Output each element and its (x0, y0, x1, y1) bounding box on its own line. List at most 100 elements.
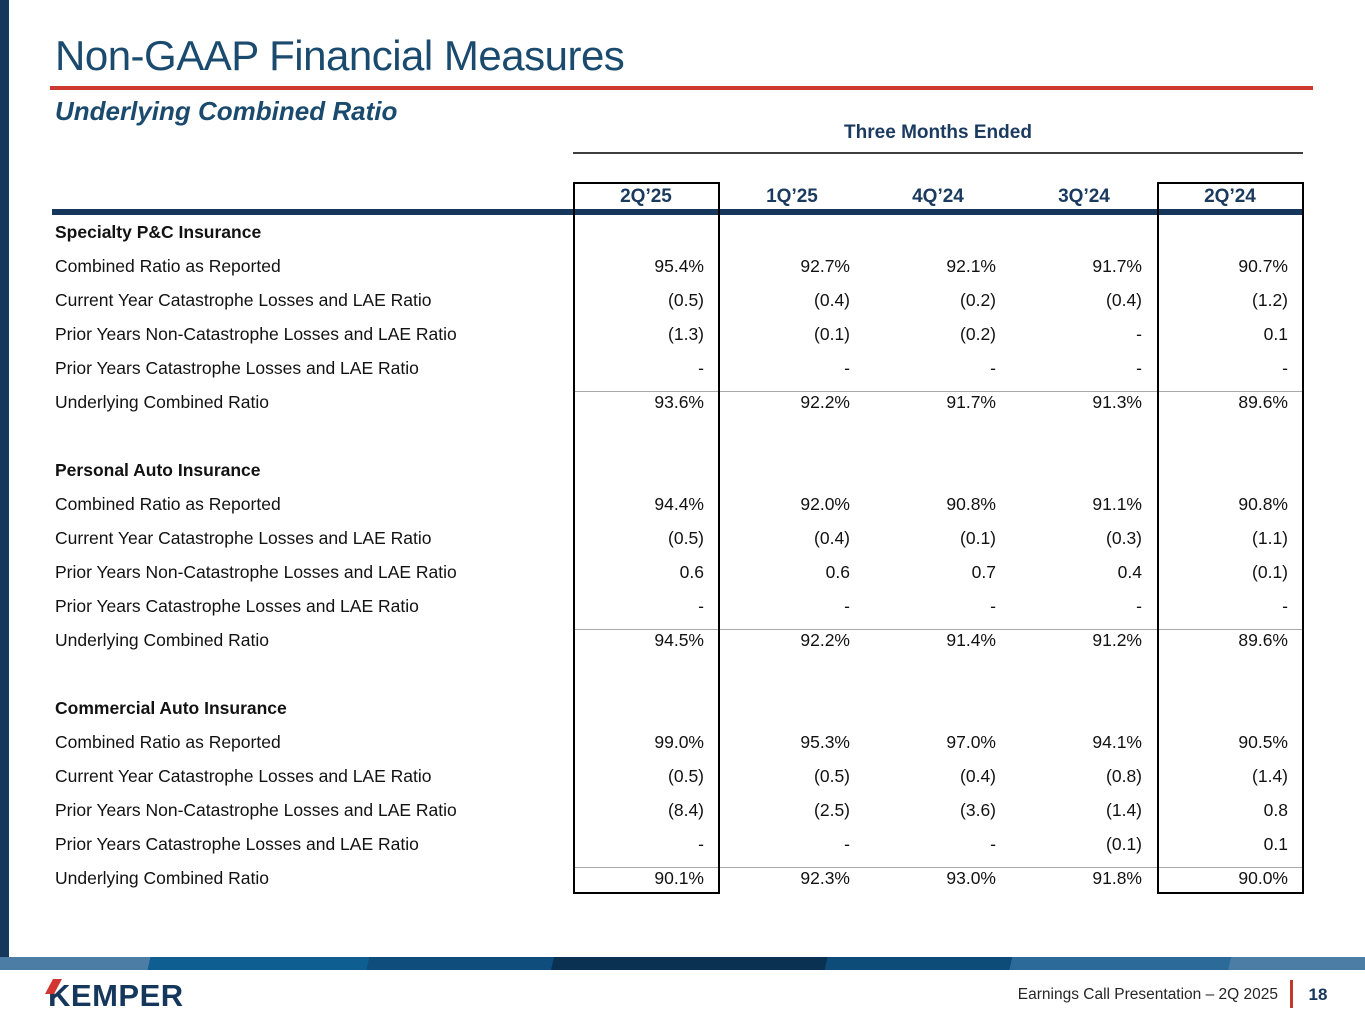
table-header-row: 2Q’25 1Q’25 4Q’24 3Q’24 2Q’24 (52, 182, 1303, 209)
cell-value: 99.0% (654, 731, 704, 752)
cell-value: (1.4) (1106, 799, 1142, 820)
section-commercial-auto: Commercial Auto Insurance Combined Ratio… (52, 691, 1303, 895)
section-title-row: Commercial Auto Insurance (52, 691, 1303, 725)
cell-value: 91.2% (1011, 629, 1157, 651)
cell-value: 90.5% (1238, 731, 1288, 752)
column-header-2q25: 2Q’25 (620, 186, 672, 207)
row-label: Combined Ratio as Reported (55, 493, 281, 514)
row-label: Current Year Catastrophe Losses and LAE … (55, 765, 432, 786)
section-title-row: Personal Auto Insurance (52, 453, 1303, 487)
table-row: Prior Years Catastrophe Losses and LAE R… (52, 589, 1303, 623)
table-row-underlying-total: Underlying Combined Ratio 93.6% 92.2% 91… (52, 385, 1303, 419)
cell-value: - (844, 595, 850, 616)
row-label: Prior Years Non-Catastrophe Losses and L… (55, 799, 457, 820)
cell-value: - (990, 595, 996, 616)
cell-value: 92.1% (946, 255, 996, 276)
table-row-underlying-total: Underlying Combined Ratio 94.5% 92.2% 91… (52, 623, 1303, 657)
row-label: Combined Ratio as Reported (55, 255, 281, 276)
cell-value: (0.2) (960, 289, 996, 310)
row-label: Underlying Combined Ratio (55, 391, 269, 412)
table-row: Current Year Catastrophe Losses and LAE … (52, 521, 1303, 555)
page-title: Non-GAAP Financial Measures (55, 32, 625, 79)
cell-value: 95.3% (800, 731, 850, 752)
cell-value: 93.6% (573, 391, 719, 413)
cell-value: 90.7% (1238, 255, 1288, 276)
cell-value: 91.4% (865, 629, 1011, 651)
cell-value: (0.5) (814, 765, 850, 786)
cell-value: - (1282, 357, 1288, 378)
row-label: Combined Ratio as Reported (55, 731, 281, 752)
table-row: Prior Years Catastrophe Losses and LAE R… (52, 827, 1303, 861)
section-specialty-pc: Specialty P&C Insurance Combined Ratio a… (52, 215, 1303, 419)
table-row: Current Year Catastrophe Losses and LAE … (52, 759, 1303, 793)
cell-value: (0.4) (814, 527, 850, 548)
cell-value: - (990, 833, 996, 854)
row-label: Prior Years Catastrophe Losses and LAE R… (55, 357, 419, 378)
header-divider-rule (52, 209, 1303, 215)
row-label: Current Year Catastrophe Losses and LAE … (55, 289, 432, 310)
table-row: Prior Years Non-Catastrophe Losses and L… (52, 555, 1303, 589)
cell-value: 0.1 (1263, 323, 1288, 344)
cell-value: - (698, 357, 704, 378)
cell-value: 94.5% (573, 629, 719, 651)
cell-value: 92.2% (719, 391, 865, 413)
row-label: Prior Years Non-Catastrophe Losses and L… (55, 561, 457, 582)
cell-value: (1.4) (1252, 765, 1288, 786)
cell-value: (0.2) (960, 323, 996, 344)
table-row: Combined Ratio as Reported 99.0% 95.3% 9… (52, 725, 1303, 759)
column-header-2q24: 2Q’24 (1204, 186, 1256, 207)
cell-value: 0.6 (679, 561, 704, 582)
cell-value: - (1282, 595, 1288, 616)
cell-value: (1.2) (1252, 289, 1288, 310)
cell-value: 93.0% (865, 867, 1011, 889)
cell-value: (0.4) (1106, 289, 1142, 310)
table-row: Combined Ratio as Reported 94.4% 92.0% 9… (52, 487, 1303, 521)
table-row: Current Year Catastrophe Losses and LAE … (52, 283, 1303, 317)
cell-value: 92.3% (719, 867, 865, 889)
cell-value: - (1136, 357, 1142, 378)
slide-subtitle: Underlying Combined Ratio (55, 96, 398, 126)
page-number-divider (1290, 980, 1293, 1008)
section-title-row: Specialty P&C Insurance (52, 215, 1303, 249)
row-label: Prior Years Catastrophe Losses and LAE R… (55, 595, 419, 616)
cell-value: (0.1) (814, 323, 850, 344)
section-title: Personal Auto Insurance (55, 459, 261, 480)
spacer (52, 208, 573, 209)
row-label: Underlying Combined Ratio (55, 867, 269, 888)
cell-value: (0.5) (668, 765, 704, 786)
title-underline-rule (50, 86, 1313, 90)
cell-value: (0.3) (1106, 527, 1142, 548)
cell-value: (0.1) (960, 527, 996, 548)
cell-value: (0.4) (960, 765, 996, 786)
table-row: Prior Years Catastrophe Losses and LAE R… (52, 351, 1303, 385)
column-header-3q24: 3Q’24 (1058, 186, 1110, 207)
kemper-logo-text: KEMPER (48, 978, 184, 1013)
cell-value: 92.7% (800, 255, 850, 276)
cell-value: 91.8% (1011, 867, 1157, 889)
cell-value: 94.1% (1092, 731, 1142, 752)
table-row: Prior Years Non-Catastrophe Losses and L… (52, 317, 1303, 351)
footer-caption: Earnings Call Presentation – 2Q 2025 (1017, 986, 1278, 1003)
row-label: Prior Years Catastrophe Losses and LAE R… (55, 833, 419, 854)
cell-value: 91.7% (865, 391, 1011, 413)
cell-value: 0.8 (1263, 799, 1288, 820)
cell-value: (1.3) (668, 323, 704, 344)
column-header-4q24: 4Q’24 (912, 186, 964, 207)
combined-ratio-table: 2Q’25 1Q’25 4Q’24 3Q’24 2Q’24 Specialty … (52, 182, 1304, 895)
table-row-underlying-total: Underlying Combined Ratio 90.1% 92.3% 93… (52, 861, 1303, 895)
cell-value: - (1136, 323, 1142, 344)
section-title: Specialty P&C Insurance (55, 221, 262, 242)
cell-value: (8.4) (668, 799, 704, 820)
cell-value: 0.7 (971, 561, 996, 582)
cell-value: 0.4 (1117, 561, 1142, 582)
cell-value: 90.0% (1157, 867, 1303, 889)
cell-value: 89.6% (1157, 629, 1303, 651)
page-number: 18 (1308, 985, 1328, 1004)
cell-value: 97.0% (946, 731, 996, 752)
row-label: Prior Years Non-Catastrophe Losses and L… (55, 323, 457, 344)
cell-value: - (698, 595, 704, 616)
left-accent-bar (0, 0, 9, 957)
cell-value: (0.1) (1252, 561, 1288, 582)
table-row: Prior Years Non-Catastrophe Losses and L… (52, 793, 1303, 827)
section-title: Commercial Auto Insurance (55, 697, 287, 718)
